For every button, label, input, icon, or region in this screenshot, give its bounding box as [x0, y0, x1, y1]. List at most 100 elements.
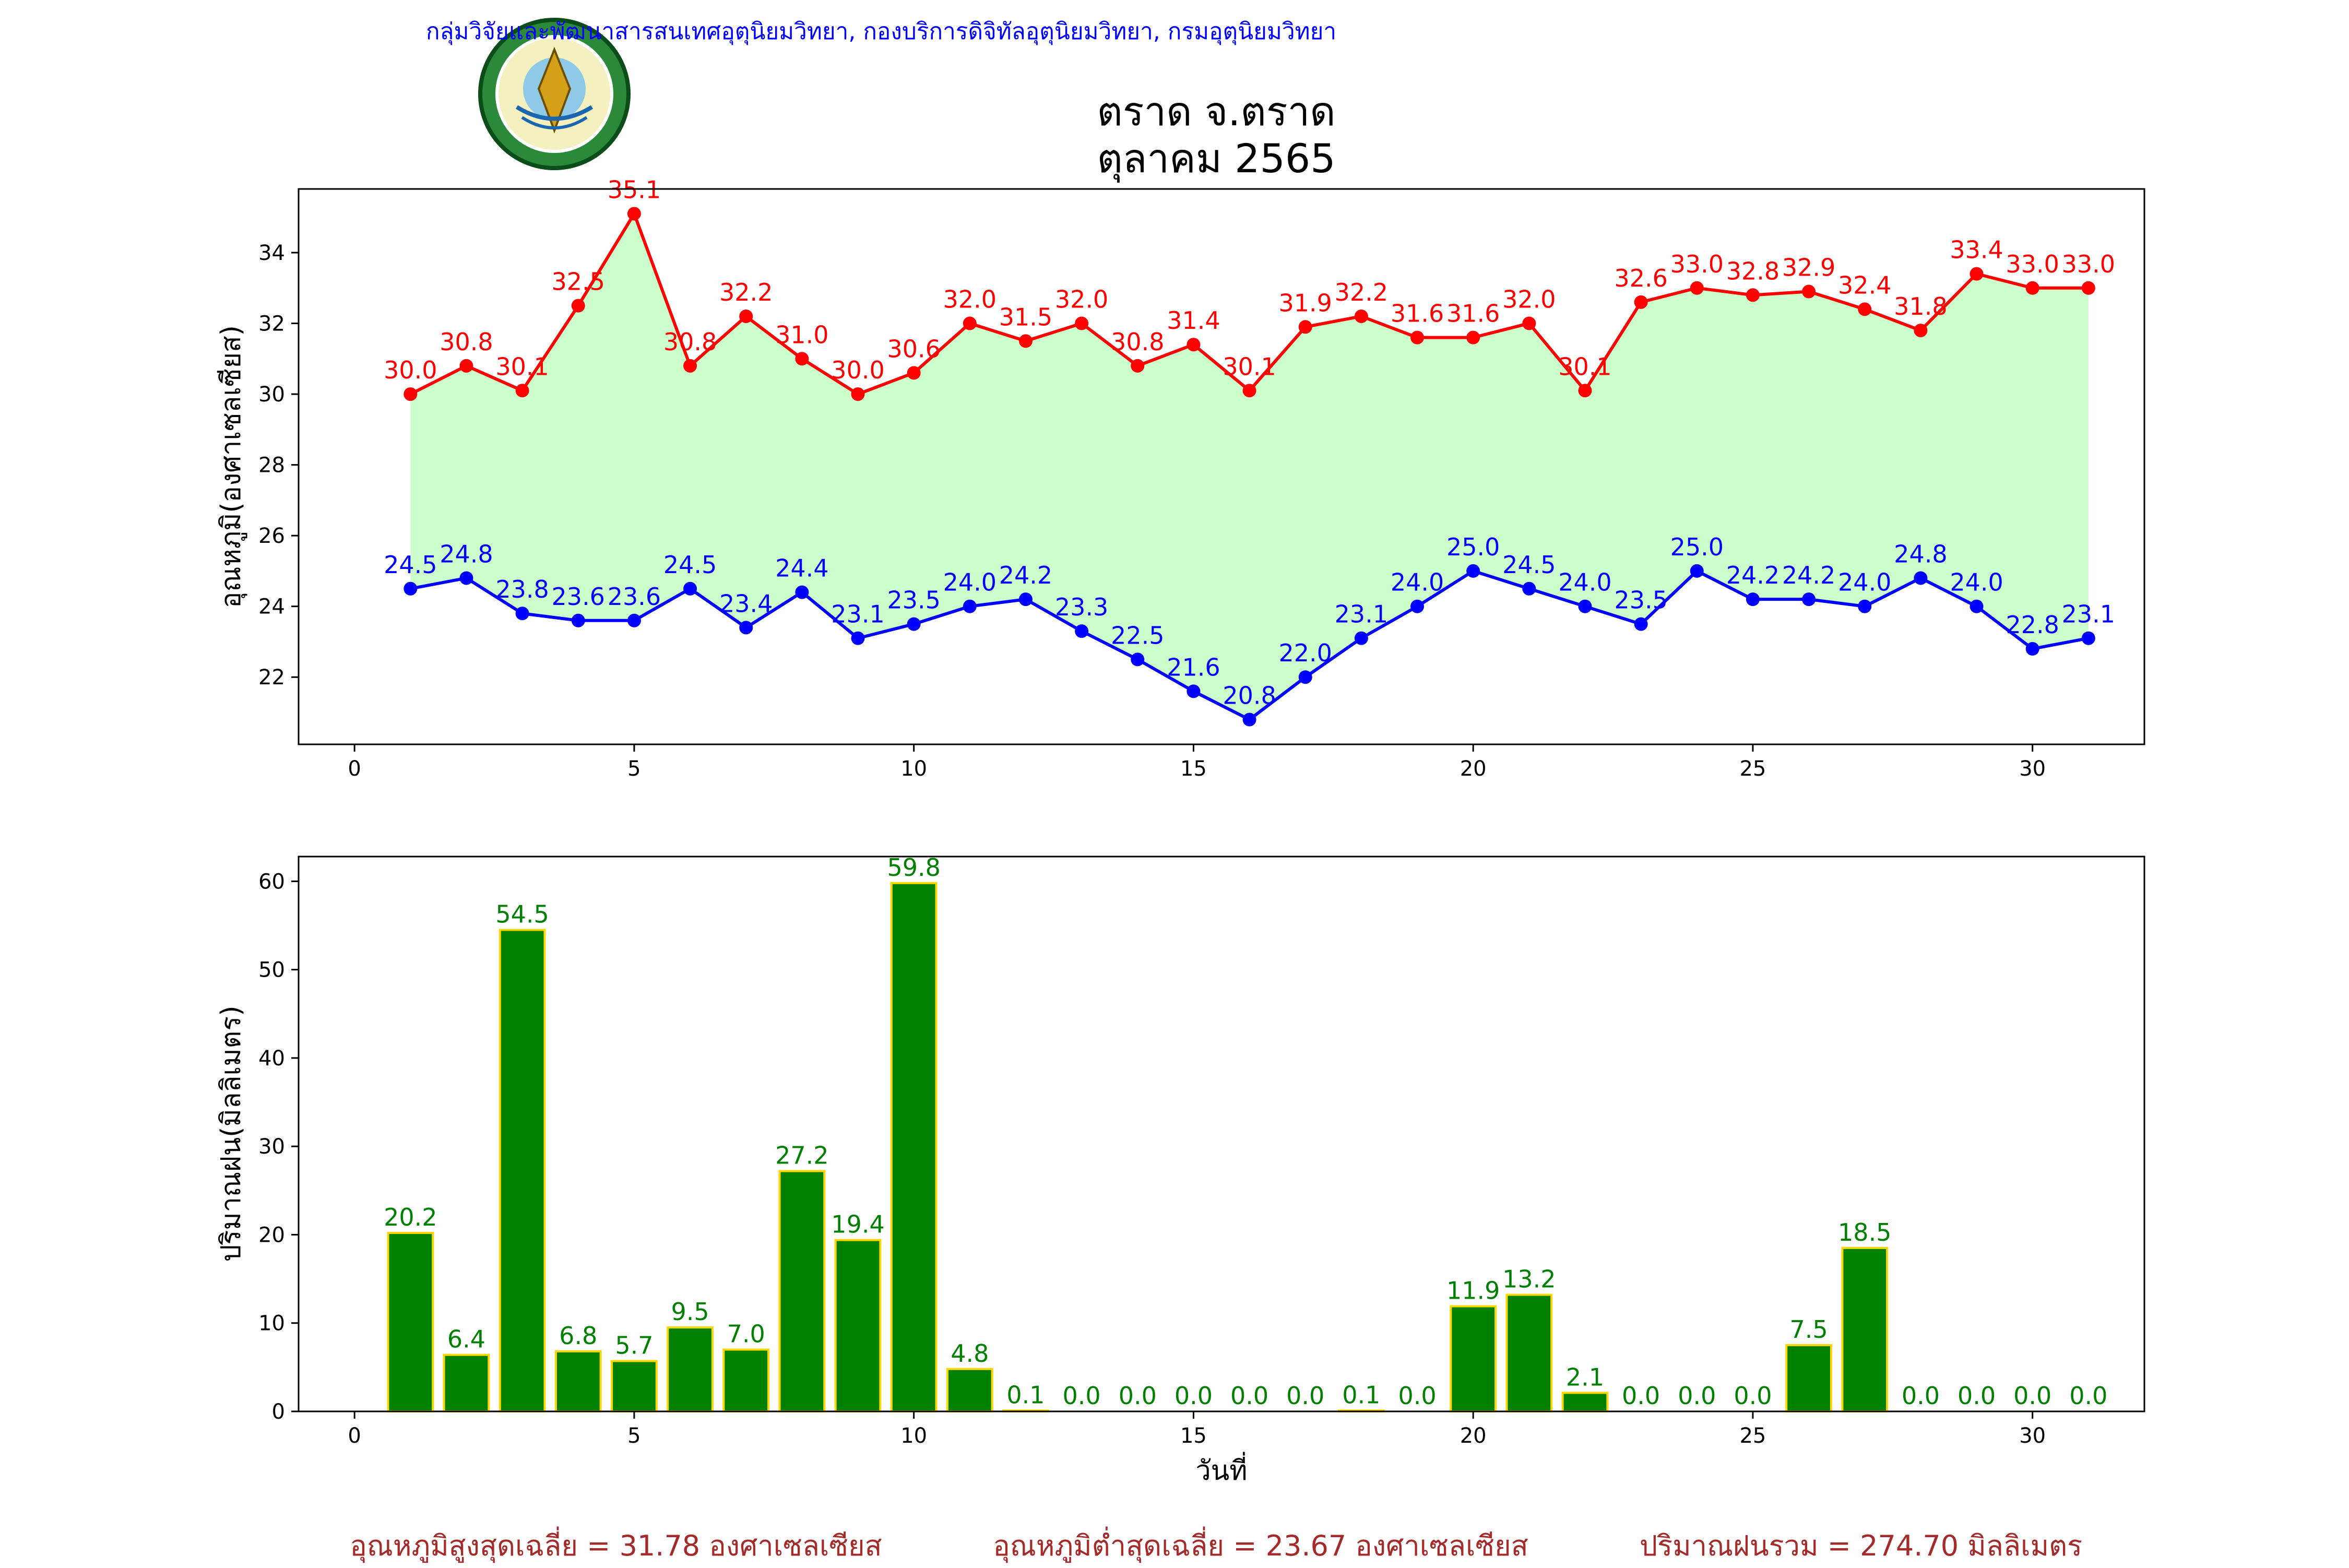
temperature-max-data-label: 33.4 — [1950, 236, 2003, 264]
temperature-min-data-label: 24.2 — [1782, 561, 1835, 589]
temperature-min-data-label: 23.6 — [608, 583, 661, 611]
rainfall-data-label: 0.0 — [1174, 1382, 1213, 1410]
temperature-min-point — [907, 617, 921, 631]
rainfall-data-label: 7.0 — [727, 1320, 765, 1348]
temperature-min-point — [795, 585, 809, 599]
temperature-max-point — [1522, 316, 1536, 330]
temperature-max-point — [1746, 288, 1760, 302]
temperature-max-data-label: 31.6 — [1391, 300, 1444, 328]
rainfall-x-tick-label: 5 — [627, 1424, 640, 1448]
rainfall-bar — [1450, 1305, 1497, 1413]
temperature-max-data-label: 32.4 — [1838, 271, 1891, 299]
rainfall-y-tick-label: 10 — [258, 1312, 285, 1336]
rainfall-data-label: 0.0 — [1286, 1382, 1324, 1410]
temperature-min-point — [1298, 670, 1312, 684]
temperature-max-data-label: 31.9 — [1279, 289, 1332, 317]
temperature-max-point — [627, 207, 641, 221]
temperature-min-data-label: 23.5 — [887, 586, 940, 614]
rainfall-data-label: 0.0 — [1958, 1382, 1996, 1410]
temperature-min-point — [1858, 599, 1872, 613]
temperature-max-data-label: 32.0 — [943, 286, 996, 314]
temperature-min-point — [571, 613, 585, 627]
rainfall-data-label: 2.1 — [1566, 1363, 1604, 1391]
temperature-max-data-label: 32.2 — [719, 278, 773, 306]
rainfall-data-label: 0.0 — [1734, 1382, 1772, 1410]
temperature-min-data-label: 24.2 — [1726, 561, 1779, 589]
temperature-min-data-label: 21.6 — [1167, 653, 1220, 681]
temperature-max-point — [683, 359, 697, 373]
temperature-y-tick-label: 34 — [258, 241, 285, 265]
rainfall-bar — [1505, 1293, 1553, 1413]
rainfall-data-label: 54.5 — [495, 900, 549, 928]
rainfall-bar — [387, 1232, 434, 1412]
temperature-max-point — [459, 359, 473, 373]
temperature-x-tick-label: 0 — [348, 757, 361, 781]
rainfall-data-label: 0.0 — [2013, 1382, 2051, 1410]
temperature-min-point — [1131, 652, 1145, 667]
temperature-max-data-label: 30.6 — [887, 335, 940, 363]
temperature-max-point — [1187, 338, 1201, 352]
temperature-max-data-label: 30.0 — [384, 356, 437, 384]
temperature-chart: 30.030.830.132.535.130.832.231.030.030.6… — [216, 175, 2145, 781]
rainfall-bar — [554, 1350, 602, 1413]
temperature-max-point — [2025, 281, 2039, 295]
rainfall-x-tick-label: 20 — [1460, 1424, 1487, 1448]
temperature-min-data-label: 24.5 — [663, 551, 717, 579]
temperature-min-point — [1075, 624, 1089, 638]
temperature-min-point — [2081, 631, 2095, 645]
temperature-y-tick-label: 28 — [258, 454, 285, 478]
temperature-max-data-label: 31.0 — [775, 320, 828, 349]
temperature-y-tick-label: 24 — [258, 595, 285, 619]
temperature-min-point — [1242, 712, 1256, 727]
temperature-max-point — [1298, 320, 1312, 334]
rainfall-data-label: 27.2 — [775, 1142, 828, 1170]
temperature-min-point — [404, 581, 418, 596]
temperature-max-point — [404, 387, 418, 401]
temperature-max-point — [1634, 295, 1648, 309]
chart-title-station: ตราด จ.ตราด — [1097, 88, 1335, 135]
rainfall-data-label: 9.5 — [671, 1298, 709, 1326]
temperature-max-point — [963, 316, 977, 330]
rainfall-data-label: 20.2 — [384, 1203, 437, 1231]
temperature-x-tick-label: 30 — [2019, 757, 2046, 781]
temperature-min-data-label: 24.5 — [1502, 551, 1556, 579]
temperature-max-point — [1018, 334, 1033, 348]
rainfall-data-label: 6.8 — [559, 1322, 597, 1350]
temperature-min-point — [1578, 599, 1592, 613]
rainfall-data-label: 59.8 — [887, 853, 940, 882]
temperature-max-point — [1075, 316, 1089, 330]
temperature-max-data-label: 33.0 — [1670, 250, 1724, 278]
temperature-max-data-label: 31.8 — [1894, 292, 1947, 320]
rainfall-data-label: 7.5 — [1790, 1315, 1828, 1344]
summary-avg-min-temp: อุณหภูมิต่ำสุดเฉลี่ย = 23.67 องศาเซลเซีย… — [993, 1526, 1528, 1563]
temperature-min-data-label: 23.1 — [831, 600, 884, 628]
temperature-max-data-label: 31.6 — [1446, 300, 1500, 328]
rainfall-bar — [667, 1326, 714, 1412]
temperature-max-point — [1578, 384, 1592, 398]
temperature-max-point — [795, 352, 809, 366]
rainfall-x-tick-label: 30 — [2019, 1424, 2046, 1448]
rainfall-y-tick-label: 30 — [258, 1135, 285, 1159]
rainfall-bar — [722, 1348, 770, 1412]
temperature-min-point — [1410, 599, 1425, 613]
temperature-min-point — [1466, 564, 1480, 578]
temperature-min-data-label: 23.5 — [1614, 586, 1667, 614]
temperature-max-point — [515, 384, 529, 398]
temperature-min-point — [1970, 599, 1984, 613]
rainfall-data-label: 0.0 — [1678, 1382, 1716, 1410]
temperature-x-tick-label: 5 — [627, 757, 640, 781]
temperature-max-data-label: 30.1 — [1558, 352, 1611, 381]
rainfall-y-tick-label: 20 — [258, 1223, 285, 1247]
temperature-max-data-label: 32.0 — [1055, 286, 1108, 314]
temperature-min-data-label: 24.0 — [1950, 568, 2003, 597]
meteorological-department-logo — [478, 18, 631, 170]
rainfall-chart: 20.2 6.4 54.5 6.8 5.7 9.5 7.0 27.2 19.4 59.8 4.8 0.… — [216, 853, 2145, 1487]
rainfall-bar — [443, 1353, 490, 1412]
rainfall-data-label: 5.7 — [615, 1332, 653, 1360]
temperature-min-data-label: 23.3 — [1055, 593, 1108, 621]
temperature-max-point — [851, 387, 865, 401]
temperature-max-point — [1802, 284, 1816, 299]
rainfall-data-label: 0.0 — [1119, 1382, 1157, 1410]
rainfall-data-label: 18.5 — [1838, 1218, 1891, 1246]
